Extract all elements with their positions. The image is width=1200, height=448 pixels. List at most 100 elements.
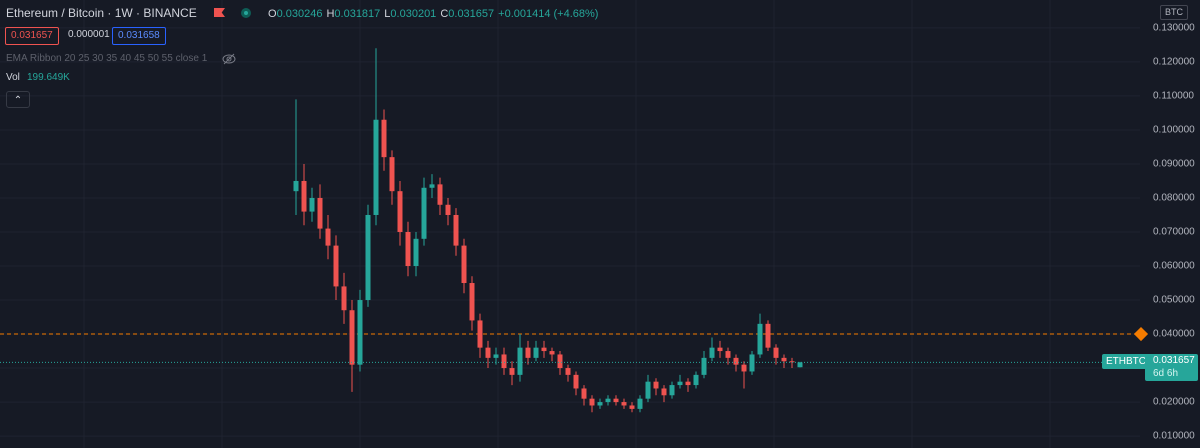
- candle-body: [397, 191, 403, 232]
- candle-body: [549, 351, 555, 355]
- volume-value: 199.649K: [27, 72, 70, 83]
- candle-body: [693, 374, 699, 386]
- candle-body: [373, 119, 379, 215]
- candle-body: [581, 388, 587, 399]
- candle-body: [573, 374, 579, 389]
- candle-body: [685, 381, 691, 386]
- candle-body: [597, 402, 603, 406]
- candle-body: [389, 157, 395, 192]
- candle-body: [629, 405, 635, 409]
- candle-body: [701, 357, 707, 375]
- candle-body: [661, 388, 667, 396]
- candle-body: [493, 354, 499, 358]
- status-dot: [241, 8, 251, 18]
- candle-body: [525, 347, 531, 358]
- candle-body: [605, 398, 611, 403]
- hide-icon[interactable]: [222, 53, 236, 65]
- candle-body: [293, 180, 299, 192]
- candle-body: [749, 354, 755, 372]
- candle-body: [653, 381, 659, 389]
- y-tick-label: 0.070000: [1153, 227, 1195, 238]
- candle-body: [621, 402, 627, 406]
- candle-body: [413, 238, 419, 267]
- candle-body: [309, 197, 315, 212]
- candle-body: [381, 119, 387, 158]
- buy-price[interactable]: 0.031658: [112, 27, 166, 45]
- candle-body: [773, 347, 779, 358]
- volume-label: Vol: [6, 72, 20, 83]
- candle-body: [501, 354, 507, 369]
- candle-body: [477, 320, 483, 348]
- last-price: 0.031657: [1153, 355, 1195, 367]
- candle-body: [613, 398, 619, 403]
- candle-body: [709, 347, 715, 358]
- symbol-title[interactable]: Ethereum / Bitcoin · 1W · BINANCE: [6, 6, 197, 20]
- y-tick-label: 0.090000: [1153, 159, 1195, 170]
- candle-body: [349, 310, 355, 365]
- candle-body: [765, 323, 771, 348]
- y-tick-label: 0.120000: [1153, 57, 1195, 68]
- ohlc-key: L: [384, 8, 391, 20]
- candle-body: [757, 323, 763, 355]
- y-tick-label: 0.040000: [1153, 329, 1195, 340]
- candle-body: [717, 347, 723, 352]
- candle-body: [589, 398, 595, 406]
- y-tick-label: 0.080000: [1153, 193, 1195, 204]
- candle-body: [789, 361, 795, 363]
- y-tick-label: 0.060000: [1153, 261, 1195, 272]
- y-tick-label: 0.100000: [1153, 125, 1195, 136]
- ohlc-value: 0.031817: [334, 8, 381, 20]
- candle-body: [357, 300, 363, 365]
- candle-body: [733, 357, 739, 365]
- candle-body: [557, 354, 563, 369]
- candle-body: [533, 347, 539, 358]
- collapse-button[interactable]: ⌃: [6, 91, 30, 108]
- candle-body: [797, 362, 803, 368]
- candle-body: [453, 214, 459, 246]
- candle-body: [517, 347, 523, 375]
- candle-body: [469, 283, 475, 321]
- candle-body: [437, 184, 443, 205]
- candle-body: [333, 245, 339, 287]
- ohlc-value: 0.030246: [276, 8, 323, 20]
- ohlc-legend: O0.030246 H0.031817 L0.030201 C0.031657 +0.0…: [268, 8, 598, 20]
- ohlc-key: O: [268, 8, 277, 20]
- y-tick-label: 0.020000: [1153, 397, 1195, 408]
- candle-body: [669, 385, 675, 396]
- ohlc-value: 0.031657: [448, 8, 495, 20]
- flag-icon[interactable]: [214, 8, 225, 17]
- currency[interactable]: BTC: [1160, 5, 1188, 20]
- candle-body: [429, 184, 435, 188]
- candle-body: [445, 204, 451, 215]
- sell-price[interactable]: 0.031657: [5, 27, 59, 45]
- candle-body: [565, 368, 571, 375]
- price-tag: 0.031657 6d 6h: [1145, 354, 1198, 382]
- alert-marker: [1133, 326, 1149, 342]
- candle-body: [725, 351, 731, 358]
- candle-body: [317, 197, 323, 229]
- candle-body: [509, 368, 515, 375]
- indicator-label[interactable]: EMA Ribbon 20 25 30 35 40 45 50 55 close…: [6, 53, 208, 64]
- candle-body: [485, 347, 491, 358]
- spread: 0.000001: [68, 29, 110, 40]
- ohlc-key: H: [326, 8, 335, 20]
- countdown: 6d 6h: [1153, 368, 1179, 380]
- y-tick-label: 0.010000: [1153, 431, 1195, 442]
- candle-body: [301, 180, 307, 212]
- candle-body: [741, 364, 747, 372]
- candle-body: [645, 381, 651, 399]
- y-tick-label: 0.130000: [1153, 23, 1195, 34]
- symbol-tag: ETHBTC: [1102, 354, 1150, 370]
- candle-body: [461, 245, 467, 284]
- change: +0.001414 (+4.68%): [498, 8, 599, 20]
- candle-body: [365, 214, 371, 301]
- ohlc-value: 0.030201: [390, 8, 437, 20]
- ohlc-key: C: [440, 8, 449, 20]
- y-tick-label: 0.050000: [1153, 295, 1195, 306]
- candle-body: [541, 347, 547, 352]
- candle-body: [421, 187, 427, 239]
- candle-body: [325, 228, 331, 246]
- candle-body: [781, 357, 787, 362]
